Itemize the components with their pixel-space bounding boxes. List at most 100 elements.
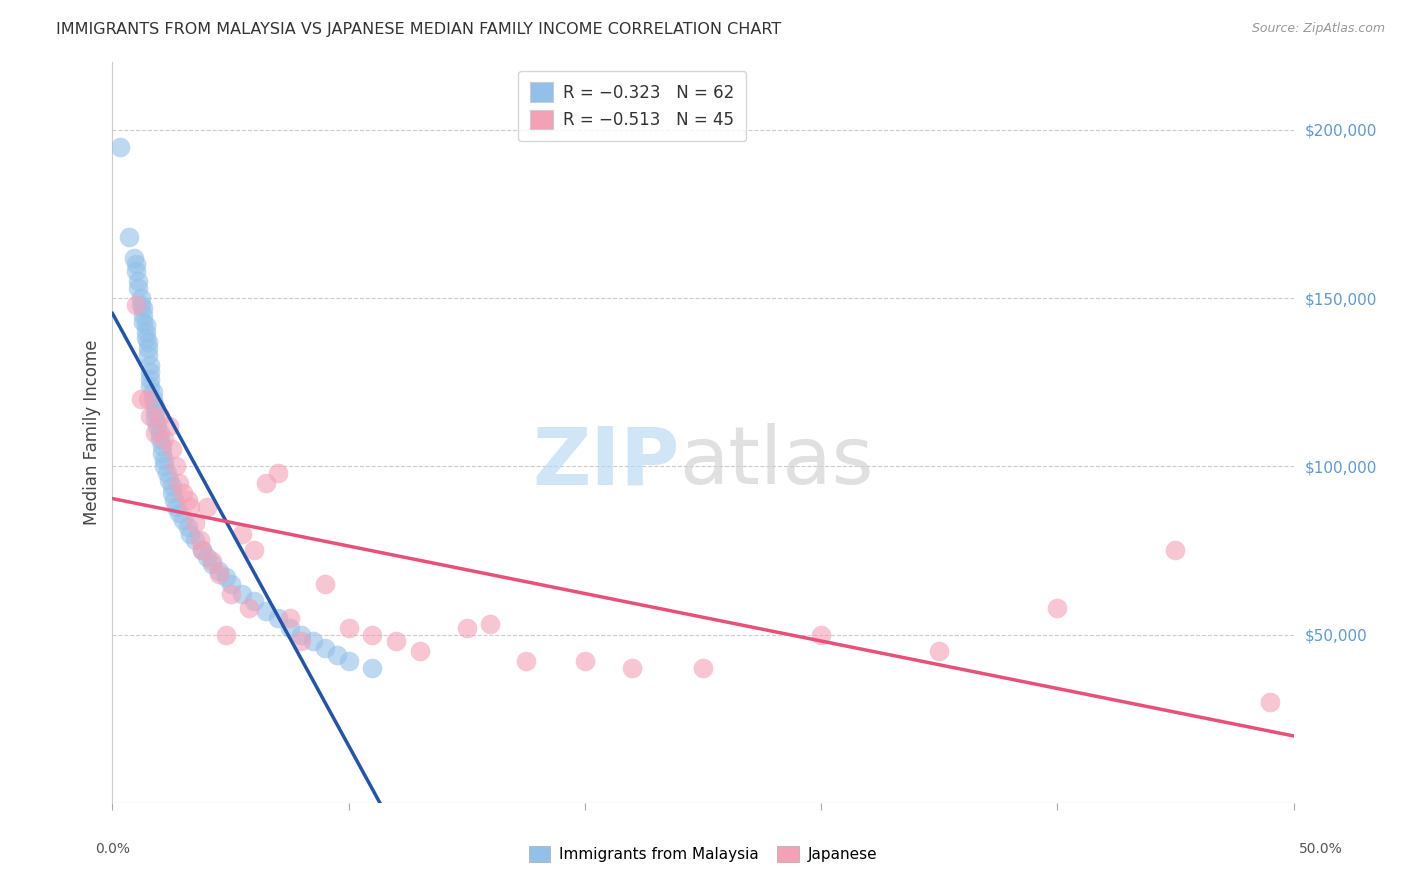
Text: atlas: atlas	[679, 423, 873, 501]
Point	[108, 139, 131, 153]
Point	[208, 566, 231, 581]
Point	[160, 486, 183, 500]
Point	[621, 661, 644, 675]
Point	[142, 385, 165, 400]
Point	[337, 621, 360, 635]
Point	[201, 553, 224, 567]
Point	[149, 425, 172, 440]
Point	[136, 348, 159, 362]
Point	[165, 459, 187, 474]
Point	[125, 264, 148, 278]
Point	[928, 644, 950, 658]
Point	[129, 392, 152, 406]
Point	[150, 439, 173, 453]
Point	[172, 513, 194, 527]
Legend: Immigrants from Malaysia, Japanese: Immigrants from Malaysia, Japanese	[523, 840, 883, 868]
Point	[139, 378, 162, 392]
Point	[231, 587, 253, 601]
Point	[150, 446, 173, 460]
Point	[184, 533, 207, 548]
Point	[132, 301, 155, 315]
Point	[574, 655, 596, 669]
Point	[278, 610, 301, 624]
Point	[231, 526, 253, 541]
Point	[243, 594, 266, 608]
Point	[1046, 600, 1069, 615]
Point	[1164, 543, 1187, 558]
Point	[314, 577, 336, 591]
Text: Source: ZipAtlas.com: Source: ZipAtlas.com	[1251, 22, 1385, 36]
Point	[149, 409, 172, 423]
Point	[479, 617, 502, 632]
Text: 0.0%: 0.0%	[96, 842, 131, 856]
Point	[143, 412, 166, 426]
Y-axis label: Median Family Income: Median Family Income	[83, 340, 101, 525]
Point	[267, 610, 290, 624]
Point	[1258, 695, 1281, 709]
Point	[191, 543, 214, 558]
Point	[129, 298, 152, 312]
Point	[337, 655, 360, 669]
Point	[153, 433, 176, 447]
Point	[219, 577, 242, 591]
Text: 50.0%: 50.0%	[1299, 842, 1343, 856]
Point	[191, 543, 214, 558]
Point	[314, 640, 336, 655]
Point	[290, 627, 312, 641]
Point	[163, 492, 186, 507]
Point	[177, 492, 200, 507]
Point	[146, 418, 169, 433]
Point	[153, 452, 176, 467]
Point	[142, 392, 165, 406]
Point	[125, 257, 148, 271]
Point	[408, 644, 430, 658]
Point	[153, 459, 176, 474]
Point	[136, 342, 159, 356]
Point	[139, 409, 162, 423]
Point	[135, 318, 157, 332]
Point	[139, 365, 162, 379]
Point	[184, 516, 207, 531]
Point	[302, 634, 325, 648]
Point	[149, 433, 172, 447]
Point	[177, 520, 200, 534]
Point	[254, 476, 277, 491]
Point	[157, 473, 180, 487]
Point	[160, 442, 183, 457]
Point	[136, 334, 159, 349]
Point	[143, 405, 166, 419]
Point	[267, 466, 290, 480]
Point	[127, 281, 149, 295]
Point	[122, 251, 145, 265]
Point	[219, 587, 242, 601]
Point	[326, 648, 349, 662]
Point	[215, 570, 238, 584]
Point	[238, 600, 260, 615]
Point	[692, 661, 714, 675]
Point	[179, 500, 201, 514]
Point	[208, 564, 231, 578]
Point	[810, 627, 832, 641]
Point	[139, 359, 162, 373]
Point	[136, 392, 159, 406]
Point	[385, 634, 408, 648]
Point	[278, 621, 301, 635]
Point	[172, 486, 194, 500]
Point	[195, 550, 218, 565]
Point	[188, 533, 211, 548]
Point	[456, 621, 478, 635]
Point	[143, 399, 166, 413]
Point	[167, 507, 190, 521]
Point	[195, 500, 218, 514]
Text: ZIP: ZIP	[531, 423, 679, 501]
Point	[201, 557, 224, 571]
Point	[127, 274, 149, 288]
Text: IMMIGRANTS FROM MALAYSIA VS JAPANESE MEDIAN FAMILY INCOME CORRELATION CHART: IMMIGRANTS FROM MALAYSIA VS JAPANESE MED…	[56, 22, 782, 37]
Point	[290, 634, 312, 648]
Point	[254, 604, 277, 618]
Point	[129, 291, 152, 305]
Point	[243, 543, 266, 558]
Point	[135, 325, 157, 339]
Point	[125, 298, 148, 312]
Point	[165, 500, 187, 514]
